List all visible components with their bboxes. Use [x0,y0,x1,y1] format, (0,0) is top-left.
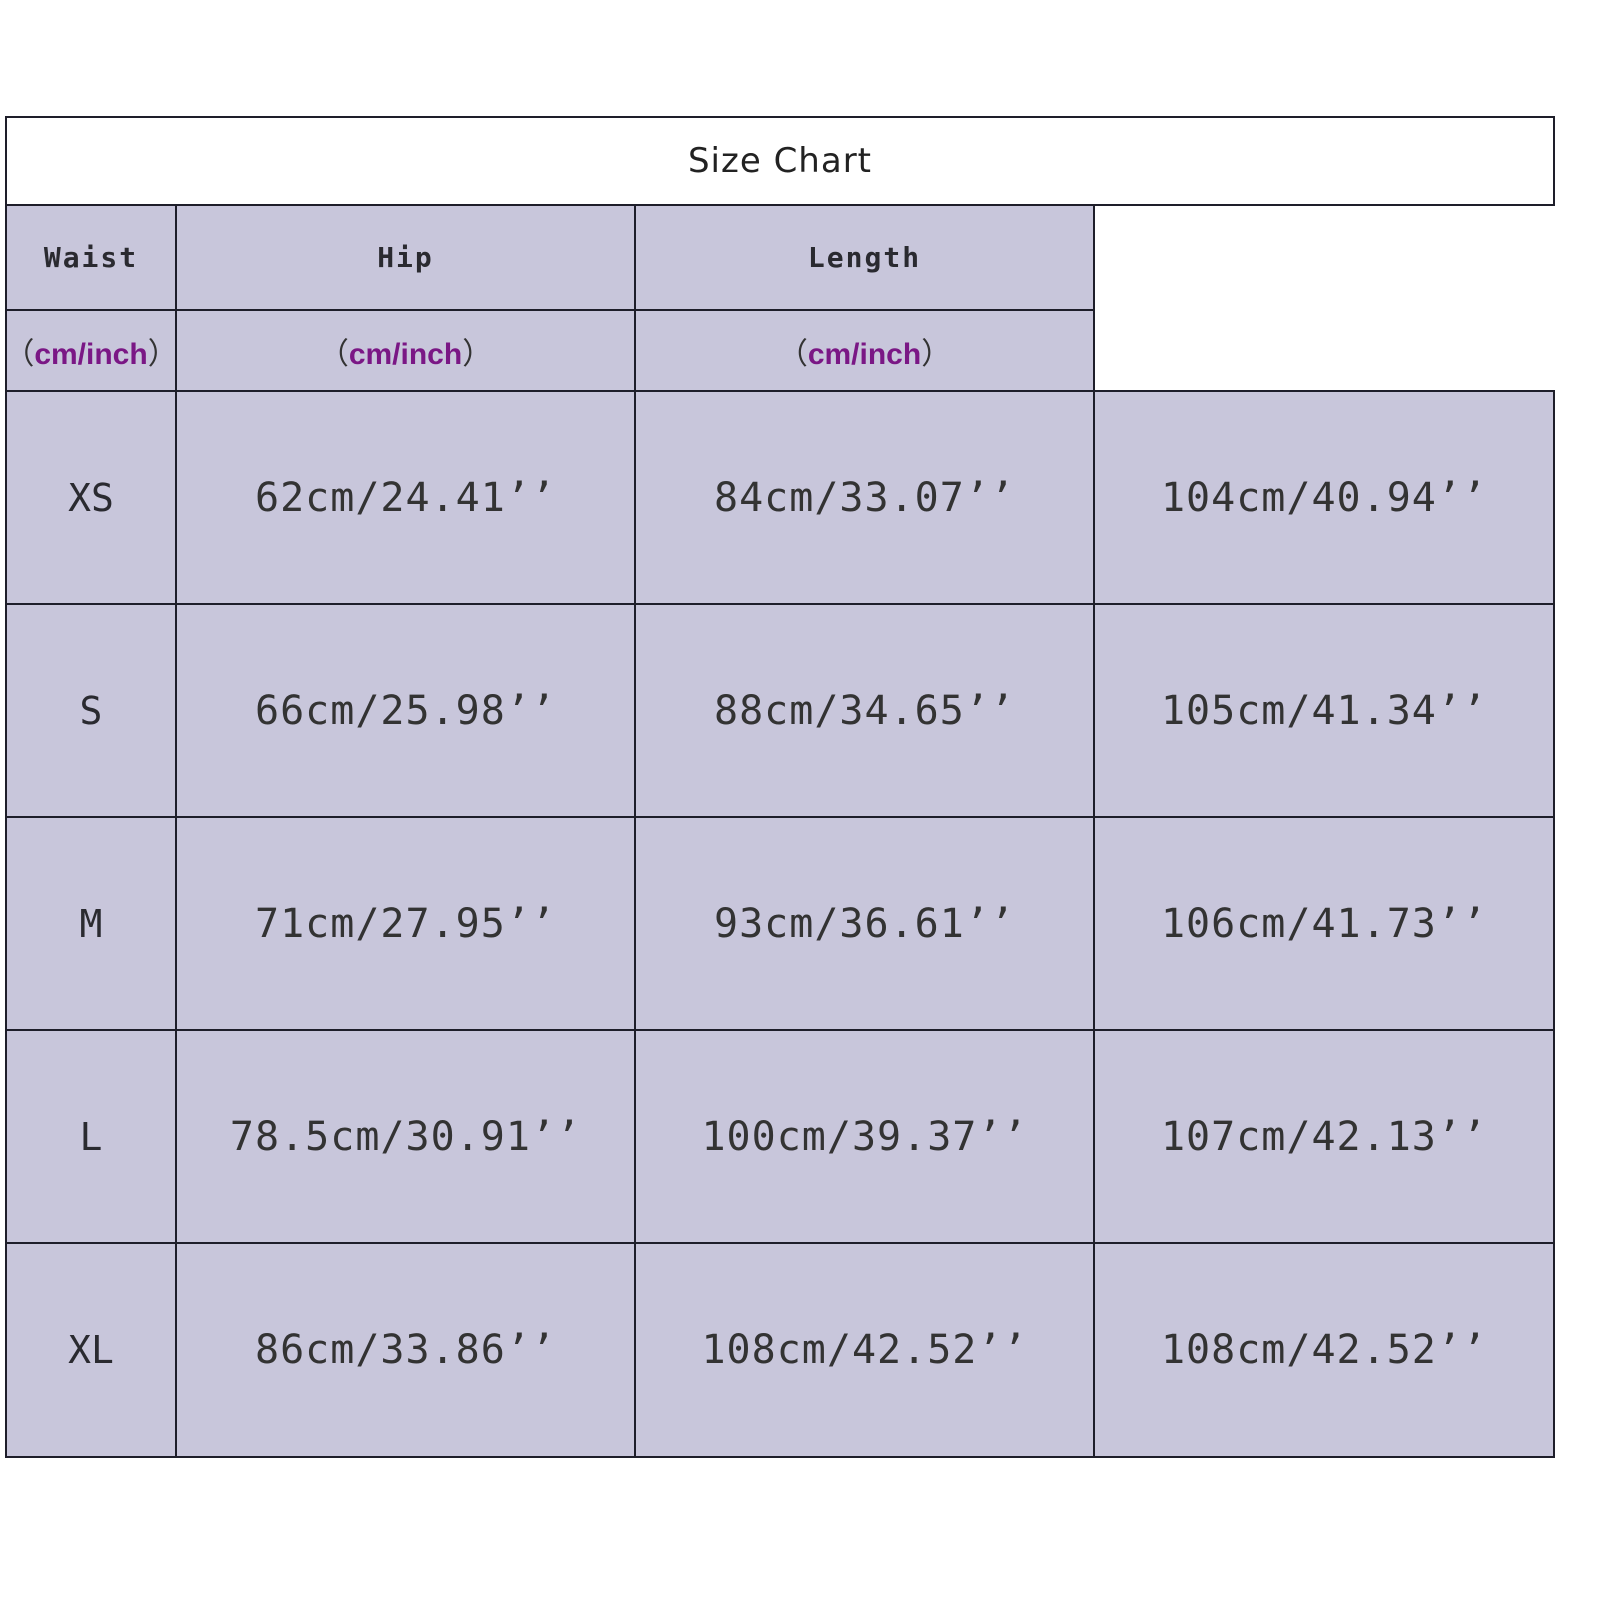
size-label: XS [68,475,114,520]
column-unit-cell: （cm/inch） [4,309,178,392]
measurement-cell: 88cm/34.65’’ [634,603,1095,818]
size-label: XL [68,1328,114,1372]
unit-label: cm/inch [348,337,463,371]
measurement-cell: 104cm/40.94’’ [1093,390,1555,605]
measurement-cell: 108cm/42.52’’ [634,1242,1095,1458]
measurement-cell: 105cm/41.34’’ [1093,603,1555,818]
measurement-cell: 84cm/33.07’’ [634,390,1095,605]
measurement-cell: 86cm/33.86’’ [175,1242,636,1458]
paren: ） [921,337,952,371]
measurement-value: 106cm/41.73’’ [1160,900,1488,947]
column-header-label: Waist [43,241,139,274]
paren: ） [462,337,493,371]
column-unit-cell: （cm/inch） [634,309,1095,392]
measurement-value: 100cm/39.37’’ [701,1113,1028,1160]
column-unit: （cm/inch） [319,329,492,373]
column-unit: （cm/inch） [778,329,951,373]
measurement-value: 105cm/41.34’’ [1160,687,1488,734]
size-cell: M [5,816,177,1031]
size-cell: XL [5,1242,177,1458]
title-row: Size Chart [5,116,1555,206]
column-unit: （cm/inch） [4,329,177,373]
measurement-cell: 106cm/41.73’’ [1093,816,1555,1031]
measurement-cell: 107cm/42.13’’ [1093,1029,1555,1244]
measurement-value: 88cm/34.65’’ [714,687,1015,734]
measurement-value: 104cm/40.94’’ [1160,474,1488,521]
size-cell: S [5,603,177,818]
measurement-cell: 93cm/36.61’’ [634,816,1095,1031]
measurement-cell: 66cm/25.98’’ [175,603,636,818]
paren: （ [4,337,35,371]
column-header-label: Hip [377,241,434,274]
measurement-value: 66cm/25.98’’ [255,687,556,734]
column-unit-cell: （cm/inch） [175,309,636,392]
table-title: Size Chart [687,141,873,181]
measurement-cell: 62cm/24.41’’ [175,390,636,605]
size-label: M [79,901,103,946]
measurement-value: 71cm/27.95’’ [255,900,556,947]
measurement-value: 107cm/42.13’’ [1160,1113,1488,1160]
column-header-waist: Waist [5,204,177,311]
column-header-length: Length [634,204,1095,311]
size-cell: L [5,1029,177,1244]
size-label: L [79,1114,103,1159]
measurement-cell: 78.5cm/30.91’’ [175,1029,636,1244]
size-cell: XS [5,390,177,605]
paren: （ [318,337,349,371]
measurement-cell: 71cm/27.95’’ [175,816,636,1031]
unit-label: cm/inch [34,337,148,371]
measurement-cell: 100cm/39.37’’ [634,1029,1095,1244]
column-header-hip: Hip [175,204,636,311]
unit-label: cm/inch [807,337,922,371]
paren: （ [777,337,808,371]
measurement-value: 108cm/42.52’’ [701,1327,1028,1373]
measurement-value: 108cm/42.52’’ [1160,1327,1488,1373]
measurement-value: 86cm/33.86’’ [255,1327,556,1373]
measurement-value: 78.5cm/30.91’’ [229,1113,582,1160]
measurement-value: 62cm/24.41’’ [255,474,556,521]
column-header-label: Length [807,241,922,274]
measurement-value: 93cm/36.61’’ [714,900,1015,947]
size-label: S [79,688,103,733]
measurement-value: 84cm/33.07’’ [714,474,1015,521]
paren: ） [147,337,178,371]
measurement-cell: 108cm/42.52’’ [1093,1242,1555,1458]
